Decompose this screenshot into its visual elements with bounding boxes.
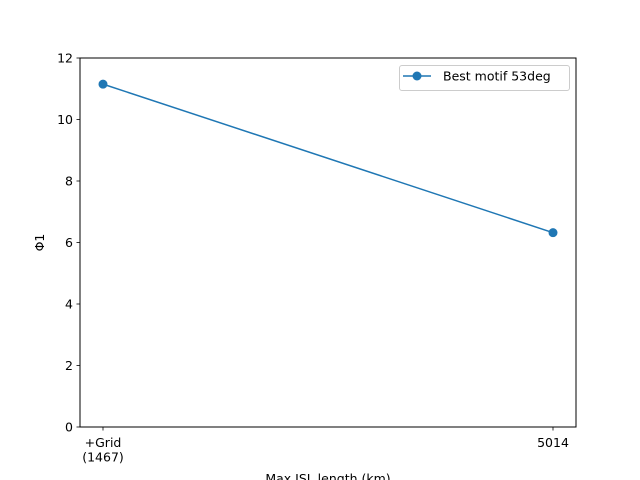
legend-marker xyxy=(412,71,422,81)
plot-frame xyxy=(79,57,577,428)
x-tick-label: 5014 xyxy=(537,435,569,450)
y-tick-label: 4 xyxy=(65,297,73,312)
legend-box xyxy=(399,65,570,91)
series-layer xyxy=(98,79,558,238)
legend: Best motif 53deg xyxy=(399,65,570,91)
data-point xyxy=(548,228,558,238)
series-line xyxy=(102,83,554,234)
y-tick-label: 12 xyxy=(57,51,73,66)
y-axis-label: Φ1 xyxy=(32,234,47,252)
y-tick-label: 6 xyxy=(65,235,73,250)
data-point xyxy=(98,79,108,89)
y-tick-label: 10 xyxy=(57,112,73,127)
y-tick-label: 8 xyxy=(65,174,73,189)
y-tick-label: 2 xyxy=(65,358,73,373)
legend-label: Best motif 53deg xyxy=(443,69,551,84)
y-axis-ticks: 0 2 4 6 8 10 12 xyxy=(57,51,80,435)
plot-area xyxy=(80,58,576,427)
x-axis-ticks: +Grid (1467) 5014 xyxy=(82,427,569,465)
x-tick-label: +Grid (1467) xyxy=(82,435,124,465)
y-tick-label: 0 xyxy=(65,420,73,435)
x-axis-label: Max ISL length (km) xyxy=(265,471,390,480)
